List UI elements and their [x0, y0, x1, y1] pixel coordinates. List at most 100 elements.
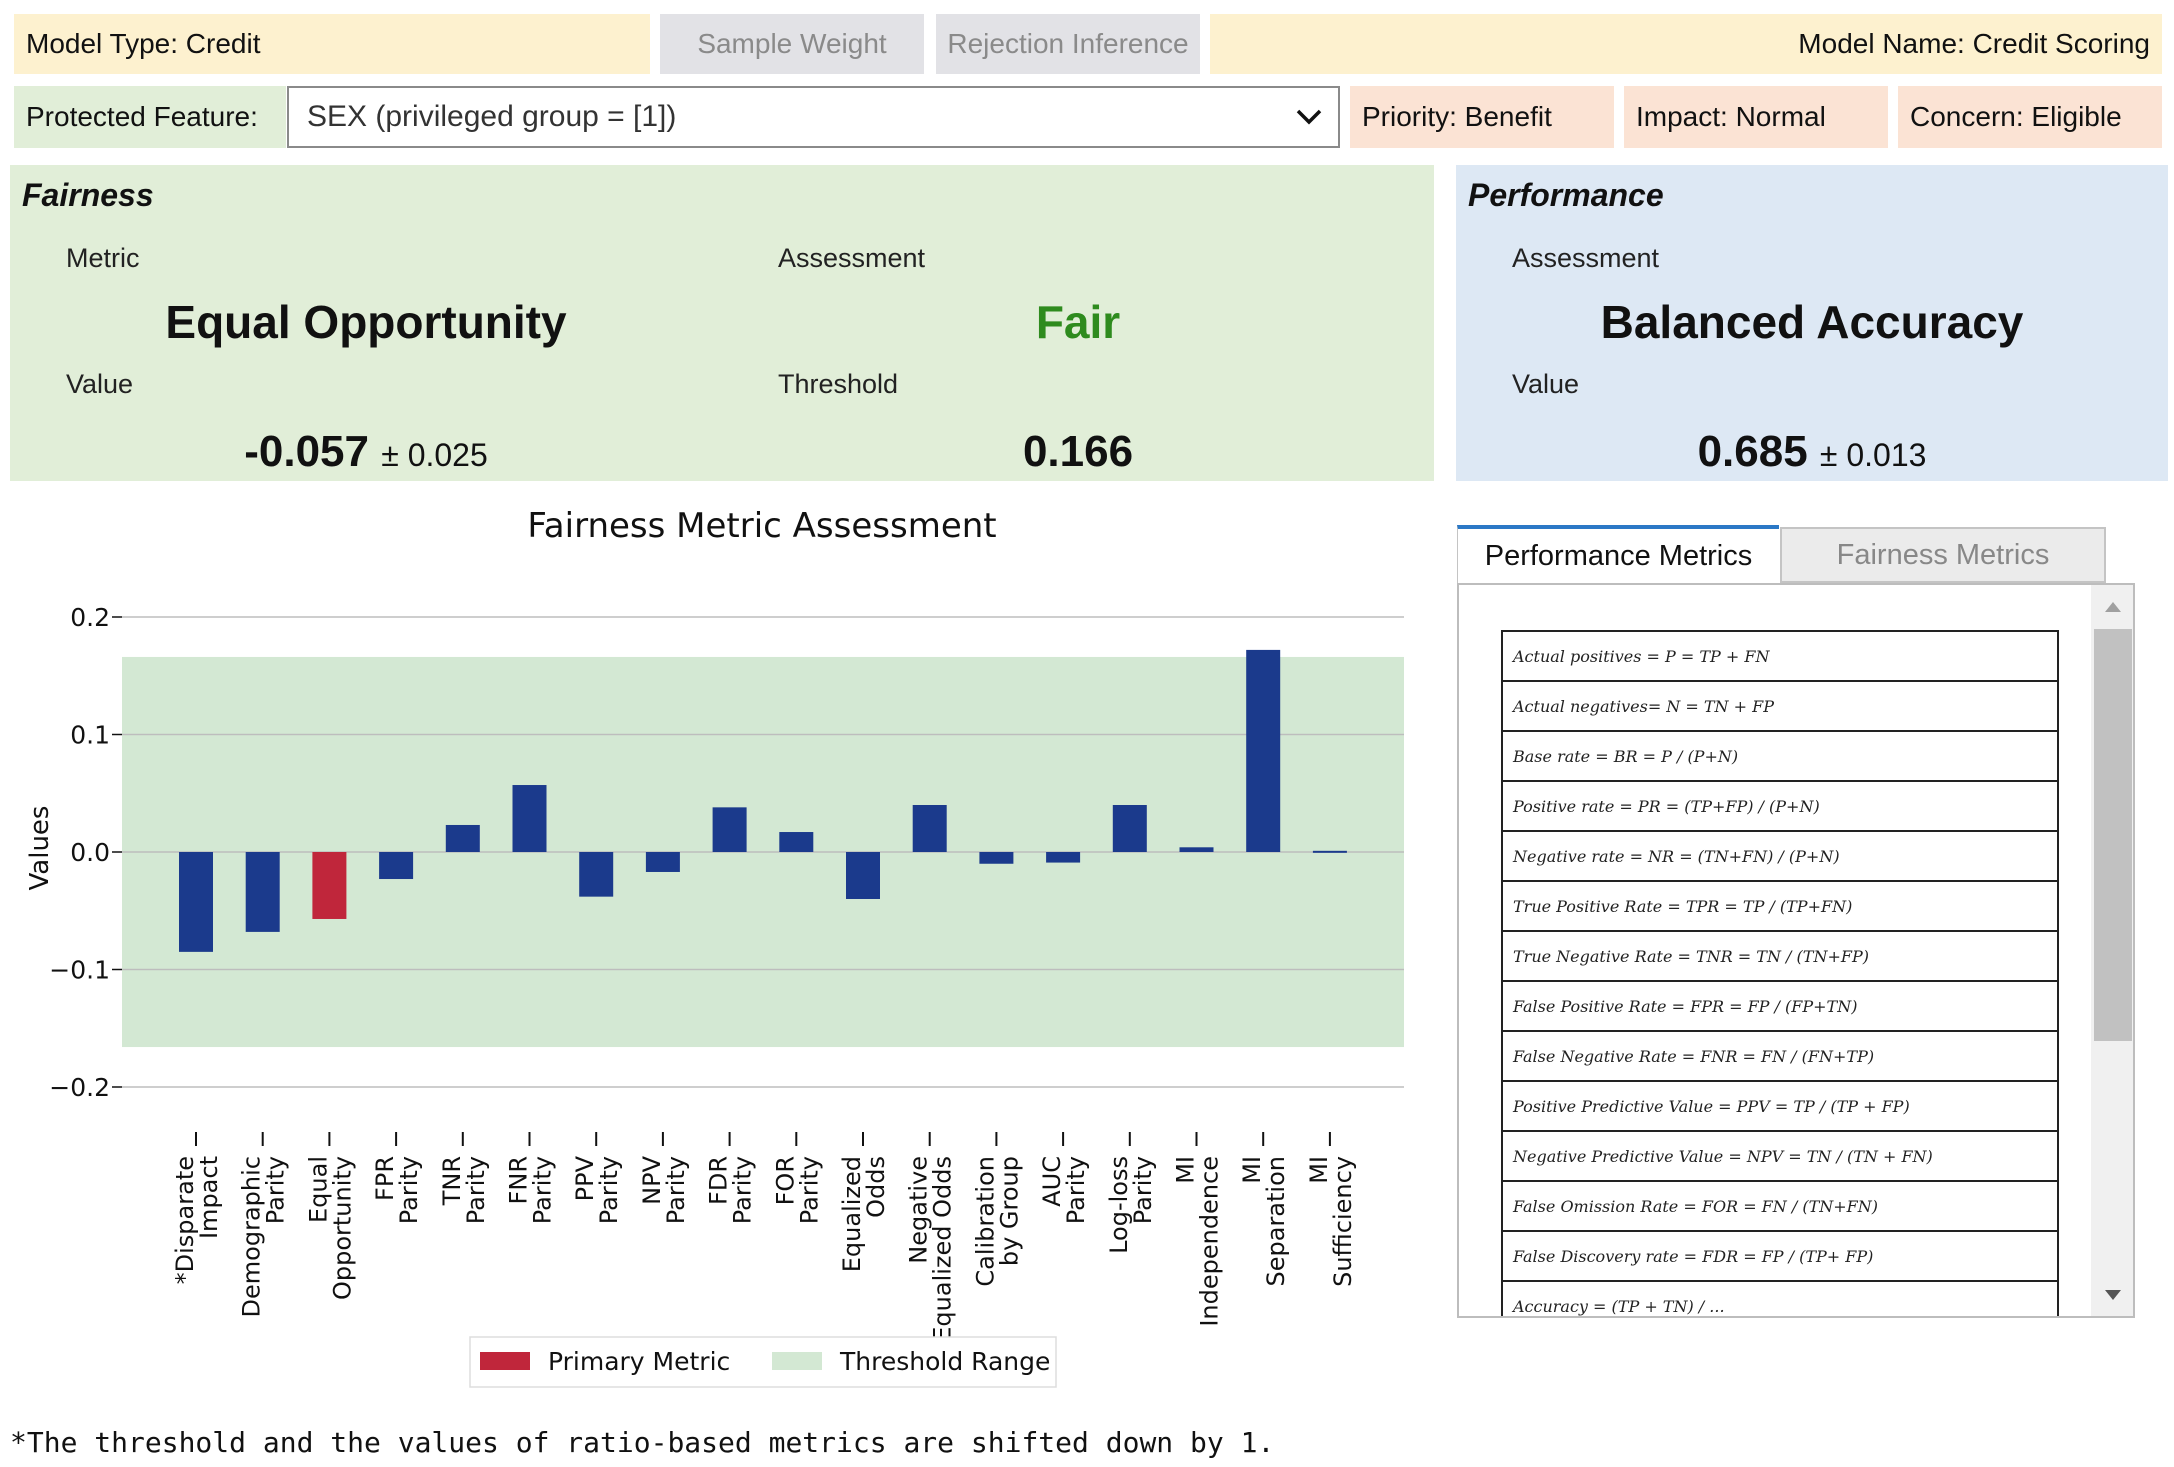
x-tick-label-line: Parity	[1129, 1156, 1157, 1224]
legend-swatch-primary	[480, 1352, 530, 1370]
x-tick-label-line: MI	[1305, 1156, 1333, 1184]
formula-scrollbar[interactable]	[2091, 585, 2133, 1316]
x-tick-label-line: Parity	[729, 1156, 757, 1224]
model-type-label: Model Type: Credit	[14, 14, 650, 74]
sample-weight-label: Sample Weight	[697, 28, 887, 59]
y-tick-label: 0.2	[70, 603, 110, 632]
bar	[1112, 805, 1147, 852]
x-tick-label-line: Equalized	[838, 1156, 866, 1272]
bar	[912, 805, 947, 852]
x-tick-label-line: Odds	[862, 1156, 890, 1218]
tab-performance-metrics[interactable]: Performance Metrics	[1457, 525, 1779, 583]
protected-feature-select[interactable]: SEX (privileged group = [1])	[287, 86, 1340, 148]
fairness-value-number: -0.057	[244, 427, 369, 476]
y-tick-label: −0.2	[49, 1073, 110, 1102]
bar	[1246, 649, 1281, 852]
bar	[712, 807, 747, 852]
legend-label-threshold: Threshold Range	[839, 1347, 1050, 1376]
performance-value-error: ± 0.013	[1819, 437, 1927, 473]
assessment-label: Assessment	[778, 243, 926, 273]
rejection-inference-label: Rejection Inference	[947, 28, 1189, 59]
x-tick-label-line: Impact	[195, 1156, 223, 1239]
formula-row: Actual negatives= N = TN + FP	[1503, 682, 2057, 732]
sample-weight-button[interactable]: Sample Weight	[660, 14, 924, 74]
chart-title: Fairness Metric Assessment	[527, 506, 996, 546]
bar	[512, 785, 547, 852]
x-tick-label-line: by Group	[995, 1156, 1023, 1266]
chart-legend: Primary Metric Threshold Range	[469, 1336, 1057, 1388]
x-tick-label-line: Parity	[395, 1156, 423, 1224]
x-tick-label-line: Sufficiency	[1329, 1156, 1357, 1287]
x-tick-label-line: Parity	[595, 1156, 623, 1224]
impact-text: Impact: Normal	[1636, 101, 1826, 132]
priority-badge: Priority: Benefit	[1350, 86, 1614, 148]
performance-value-number: 0.685	[1697, 427, 1808, 476]
x-tick-label-line: Parity	[529, 1156, 557, 1224]
fairness-metric-name: Equal Opportunity	[165, 296, 567, 348]
impact-badge: Impact: Normal	[1624, 86, 1888, 148]
formula-row: Negative rate = NR = (TN+FN) / (P+N)	[1503, 832, 2057, 882]
formula-row: False Negative Rate = FNR = FN / (FN+TP)	[1503, 1032, 2057, 1082]
x-tick-label-line: AUC	[1038, 1156, 1066, 1207]
threshold-label: Threshold	[778, 369, 899, 399]
bar	[1046, 852, 1081, 863]
protected-feature-text: Protected Feature:	[26, 101, 258, 132]
x-tick-label-line: PPV	[571, 1155, 599, 1201]
footnote: *The threshold and the values of ratio-b…	[10, 1426, 1275, 1459]
fairness-panel: Fairness Metric Equal Opportunity Value …	[10, 165, 1434, 481]
formula-row: Positive Predictive Value = PPV = TP / (…	[1503, 1082, 2057, 1132]
tab-fairness-metrics-label: Fairness Metrics	[1836, 538, 2050, 571]
tab-fairness-metrics[interactable]: Fairness Metrics	[1780, 527, 2106, 583]
x-tick-label-line: Parity	[662, 1156, 690, 1224]
x-tick-label-line: Independence	[1196, 1156, 1224, 1327]
x-tick-label-line: MI	[1238, 1156, 1266, 1184]
bar	[1312, 850, 1347, 853]
scroll-up-icon[interactable]	[2104, 601, 2122, 613]
chart-ylabel: Values	[25, 806, 55, 891]
x-tick-label-line: FPR	[371, 1156, 399, 1201]
formula-row: False Positive Rate = FPR = FP / (FP+TN)	[1503, 982, 2057, 1032]
fairness-value-error: ± 0.025	[381, 437, 488, 473]
performance-title: Performance	[1468, 177, 1664, 213]
bar	[179, 852, 213, 952]
x-tick-label-line: FNR	[505, 1156, 533, 1204]
x-tick-label-line: FDR	[705, 1156, 733, 1205]
formula-row: Negative Predictive Value = NPV = TN / (…	[1503, 1132, 2057, 1182]
scroll-thumb[interactable]	[2094, 629, 2132, 1041]
bar	[579, 852, 614, 897]
formula-table: Actual positives = P = TP + FN Actual neg…	[1501, 630, 2059, 1316]
x-tick-label-line: Calibration	[971, 1156, 999, 1287]
x-tick-label-line: Negative	[905, 1156, 933, 1264]
bar	[846, 852, 880, 899]
legend-label-primary: Primary Metric	[548, 1347, 730, 1376]
formula-row: True Positive Rate = TPR = TP / (TP+FN)	[1503, 882, 2057, 932]
formula-row: Base rate = BR = P / (P+N)	[1503, 732, 2057, 782]
rejection-inference-button[interactable]: Rejection Inference	[936, 14, 1200, 74]
formula-row: False Omission Rate = FOR = FN / (TN+FN)	[1503, 1182, 2057, 1232]
formula-row: Accuracy = (TP + TN) / ...	[1503, 1282, 2057, 1316]
tab-performance-metrics-label: Performance Metrics	[1484, 539, 1753, 572]
fairness-assessment: Fair	[1035, 296, 1121, 348]
model-name-label: Model Name: Credit Scoring	[1210, 14, 2162, 74]
y-tick-label: −0.1	[49, 956, 110, 985]
model-name-text: Model Name: Credit Scoring	[1798, 28, 2150, 59]
scroll-down-icon[interactable]	[2104, 1289, 2122, 1301]
performance-value-label: Value	[1512, 369, 1580, 399]
x-tick-label-line: NPV	[638, 1155, 666, 1204]
x-tick-label-line: Parity	[1062, 1156, 1090, 1224]
concern-text: Concern: Eligible	[1910, 101, 2122, 132]
